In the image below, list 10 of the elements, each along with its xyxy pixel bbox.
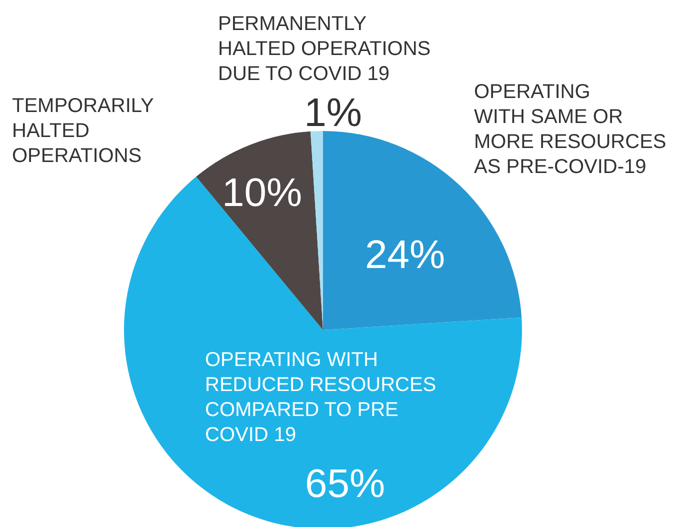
- pie-slice: [196, 131, 323, 330]
- slice-label: OPERATING WITH SAME OR MORE RESOURCES AS PRE-COVID-19: [474, 81, 666, 178]
- data-label: 65%: [304, 462, 386, 506]
- slice-label: TEMPORARILY HALTED OPERATIONS: [12, 95, 154, 167]
- slice-label: PERMANENTLY HALTED OPERATIONS DUE TO COVID 19: [218, 13, 431, 85]
- slice-label: OPERATING WITH REDUCED RESOURCES COMPARED TO PRE COVID 19: [205, 349, 436, 446]
- data-label: 1%: [304, 91, 362, 135]
- pie-slice: [124, 176, 522, 527]
- data-label: 10%: [222, 171, 302, 215]
- data-label: 24%: [364, 233, 446, 277]
